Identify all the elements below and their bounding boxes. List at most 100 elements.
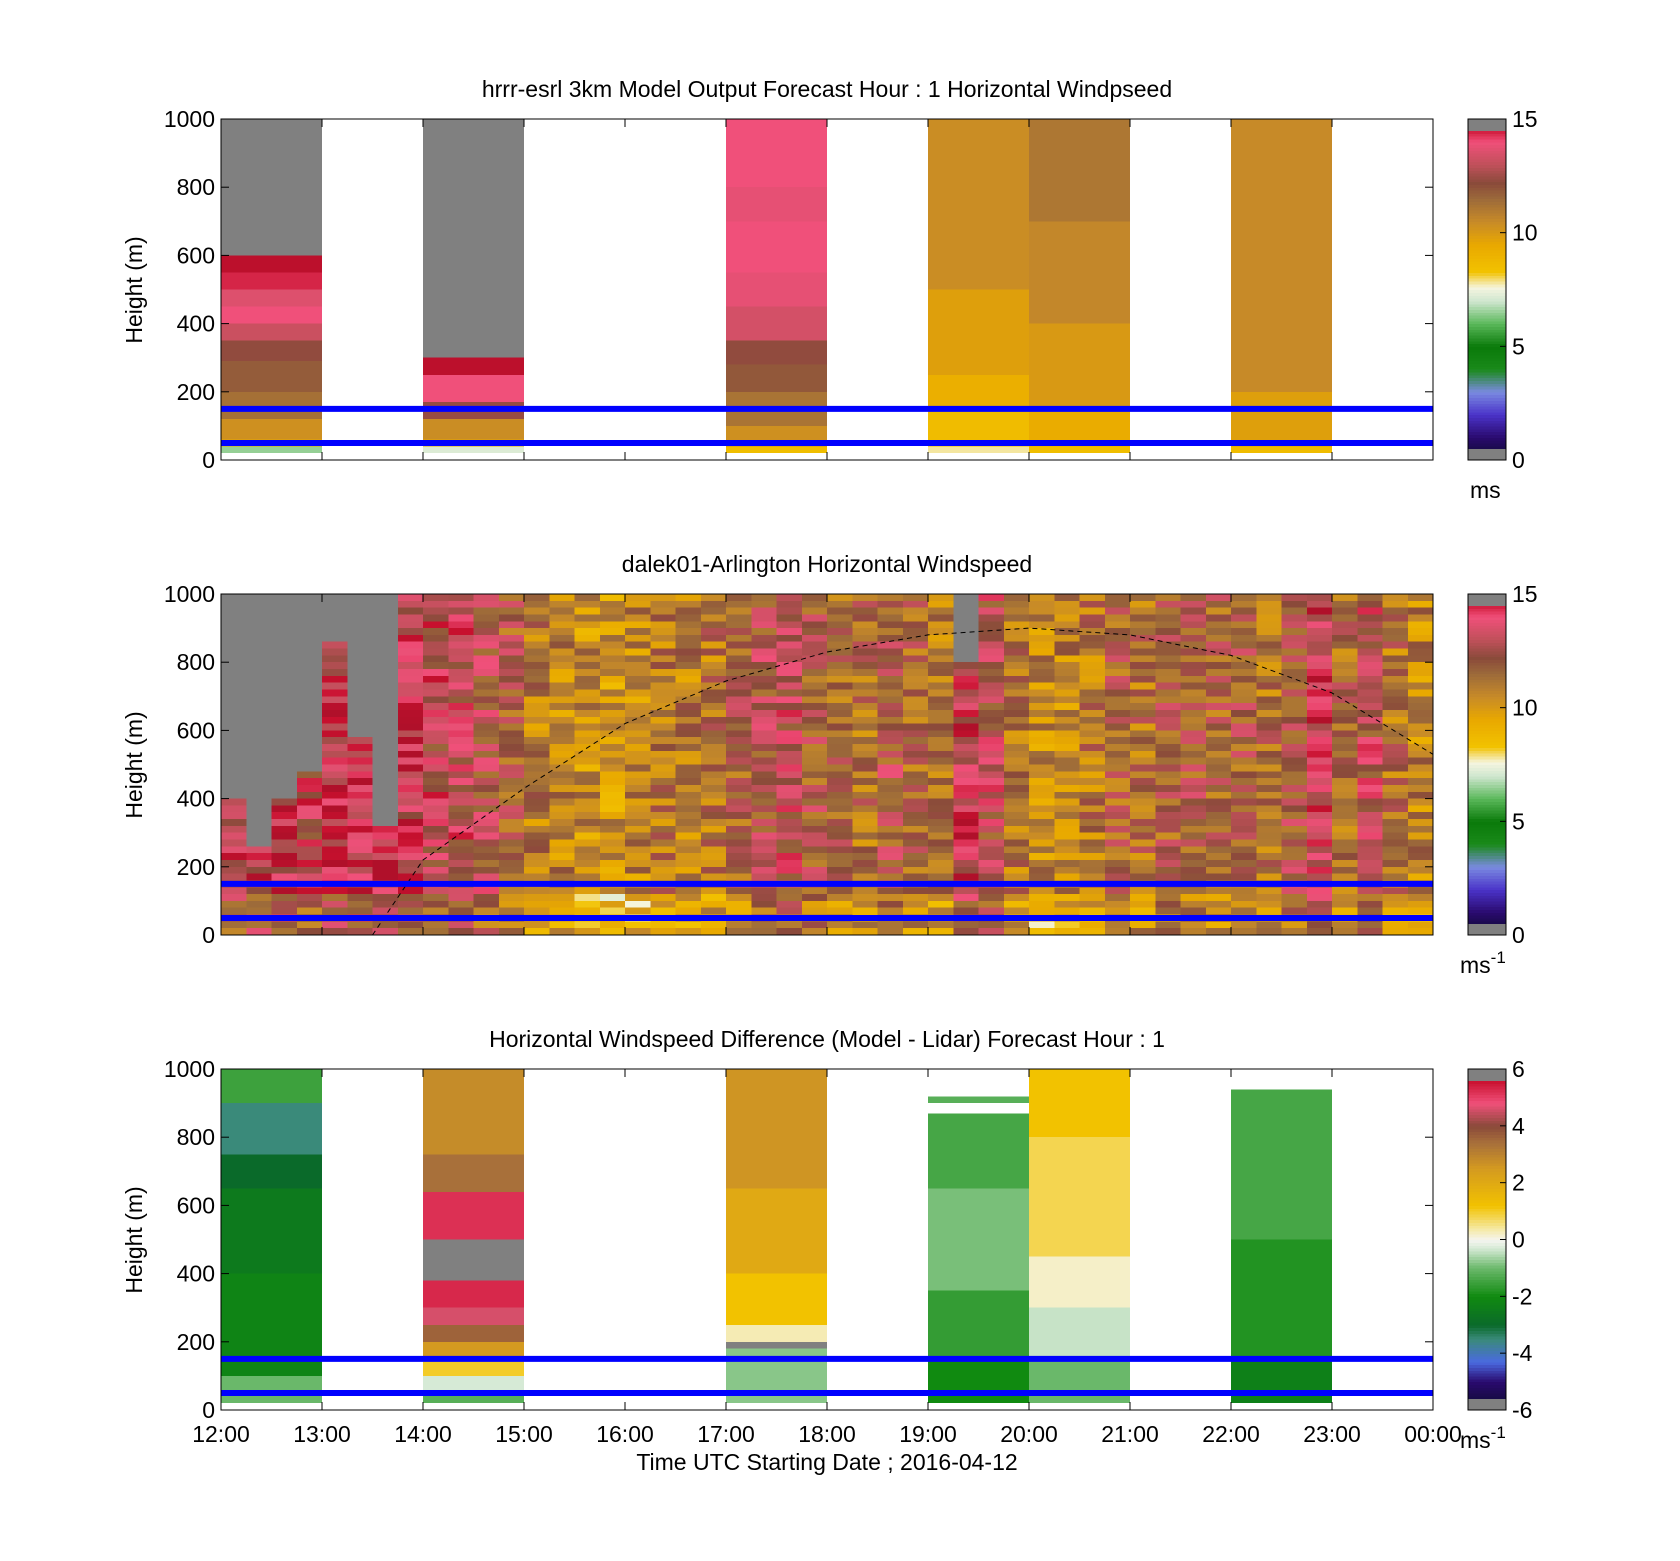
heatmap-cell (1029, 709, 1055, 717)
heatmap-cell (801, 662, 827, 670)
colorbar-segment (1468, 1364, 1506, 1368)
heatmap-cell (1407, 866, 1433, 874)
heatmap-cell (625, 607, 651, 615)
heatmap-cell (1205, 825, 1231, 833)
heatmap-cell (296, 887, 322, 895)
heatmap-cell (271, 709, 297, 717)
heatmap-cell (852, 744, 878, 751)
heatmap-cell (1180, 825, 1206, 833)
colorbar-segment (1468, 815, 1506, 820)
heatmap-cell (1029, 323, 1130, 409)
heatmap-cell (296, 594, 322, 601)
heatmap-cell (625, 628, 651, 635)
heatmap-cell (574, 757, 600, 765)
heatmap-cell (1256, 669, 1282, 676)
heatmap-cell (322, 900, 348, 908)
heatmap-cell (1231, 628, 1257, 635)
heatmap-cell (1104, 846, 1130, 854)
heatmap-cell (827, 921, 853, 929)
heatmap-cell (221, 289, 322, 307)
heatmap-cell (347, 621, 373, 629)
heatmap-cell (221, 323, 322, 341)
heatmap-cell (322, 730, 348, 738)
heatmap-cell (953, 737, 979, 745)
heatmap-cell (953, 798, 979, 806)
heatmap-cell (347, 832, 373, 840)
heatmap-cell (246, 600, 272, 608)
heatmap-cell (978, 900, 1004, 908)
heatmap-cell (902, 764, 928, 772)
heatmap-cell (397, 689, 423, 697)
heatmap-cell (1054, 750, 1080, 758)
heatmap-cell (726, 825, 752, 833)
heatmap-cell (296, 750, 322, 758)
heatmap-cell (1332, 819, 1358, 826)
heatmap-cell (1155, 723, 1181, 731)
heatmap-cell (524, 784, 550, 792)
heatmap-cell (1205, 921, 1231, 929)
heatmap-cell (1205, 600, 1231, 608)
y-tick-label: 400 (177, 311, 215, 337)
heatmap-cell (1029, 1069, 1130, 1138)
heatmap-cell (1357, 682, 1383, 690)
heatmap-cell (423, 825, 449, 833)
heatmap-cell (675, 744, 701, 751)
heatmap-cell (322, 894, 348, 901)
colorbar-segment (1468, 1316, 1506, 1320)
heatmap-cell (322, 778, 348, 785)
heatmap-cell (801, 730, 827, 738)
colorbar-segment (1468, 1114, 1506, 1118)
heatmap-cell (625, 791, 651, 799)
heatmap-cell (928, 703, 954, 710)
heatmap-cell (498, 662, 524, 670)
colorbar-segment (1468, 764, 1506, 768)
heatmap-cell (1104, 798, 1130, 806)
heatmap-cell (902, 696, 928, 704)
heatmap-cell (625, 641, 651, 649)
heatmap-cell (1306, 853, 1332, 860)
heatmap-cell (700, 839, 726, 847)
heatmap-cell (296, 859, 322, 867)
heatmap-cell (1205, 900, 1231, 908)
colorbar-segment (1468, 275, 1506, 279)
heatmap-cell (372, 607, 398, 615)
heatmap-cell (625, 614, 651, 622)
heatmap-cell (423, 894, 449, 901)
heatmap-cell (1407, 600, 1433, 608)
colorbar-segment (1468, 320, 1506, 325)
heatmap-cell (549, 839, 575, 847)
heatmap-cell (221, 832, 247, 840)
heatmap-cell (246, 696, 272, 704)
heatmap-cell (1054, 628, 1080, 635)
heatmap-cell (953, 859, 979, 867)
heatmap-cell (322, 805, 348, 813)
colorbar-segment (1468, 388, 1506, 393)
heatmap-cell (221, 361, 322, 392)
heatmap-cell (902, 900, 928, 908)
heatmap-cell (1029, 669, 1055, 676)
heatmap-cell (271, 805, 297, 813)
heatmap-cell (599, 675, 625, 683)
heatmap-cell (1407, 641, 1433, 649)
heatmap-cell (1079, 853, 1105, 860)
heatmap-cell (397, 641, 423, 649)
heatmap-cell (448, 621, 474, 629)
heatmap-cell (271, 832, 297, 840)
heatmap-cell (574, 771, 600, 779)
heatmap-cell (372, 839, 398, 847)
colorbar-tick-label: 0 (1512, 1227, 1525, 1253)
heatmap-cell (852, 866, 878, 874)
colorbar-segment (1468, 400, 1506, 404)
panel2-ylabel: Height (m) (121, 711, 147, 818)
heatmap-cell (675, 928, 701, 935)
colorbar-segment (1468, 667, 1506, 672)
colorbar-segment (1468, 699, 1506, 703)
heatmap-cell (1079, 907, 1105, 915)
heatmap-cell (1104, 621, 1130, 629)
colorbar-segment (1468, 411, 1506, 416)
heatmap-cell (397, 621, 423, 629)
colorbar-segment (1468, 804, 1506, 808)
heatmap-cell (776, 778, 802, 785)
heatmap-cell (827, 900, 853, 908)
heatmap-cell (524, 866, 550, 874)
